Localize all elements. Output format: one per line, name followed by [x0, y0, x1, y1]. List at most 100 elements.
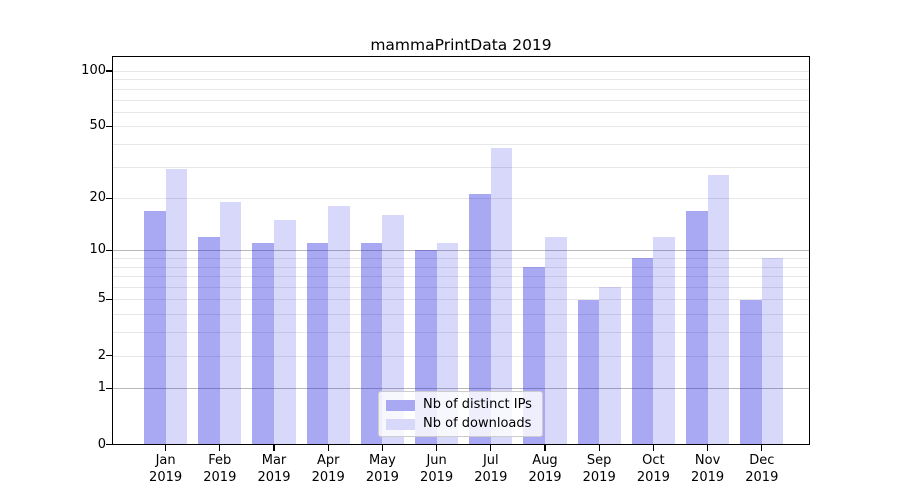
y-tick-mark-10	[106, 249, 113, 252]
x-tick-mark-jul	[490, 445, 492, 451]
x-tick-year: 2019	[149, 469, 183, 485]
legend-swatch-distinct-ips	[386, 399, 415, 411]
bar-downloads-jul-2019	[490, 148, 513, 444]
bar-distinct-ips-feb-2019	[198, 236, 220, 444]
bar-distinct-ips-dec-2019	[740, 299, 762, 444]
x-tick-month: Jan	[155, 453, 176, 468]
y-tick-mark-50	[106, 125, 113, 127]
x-tick-year: 2019	[636, 469, 670, 485]
x-tick-mark-aug	[544, 445, 546, 451]
gridline-90	[113, 79, 809, 81]
x-tick-year: 2019	[365, 469, 399, 485]
x-tick-year: 2019	[257, 469, 291, 485]
x-tick-month: Jul	[482, 453, 499, 468]
gridline-major-1	[113, 388, 809, 390]
x-tick-mark-jun	[436, 445, 438, 451]
gridline-2	[113, 355, 809, 357]
y-tick-label-0: 0	[97, 436, 106, 452]
gridline-60	[113, 111, 809, 113]
x-tick-year: 2019	[311, 469, 345, 485]
bar-downloads-nov-2019	[707, 174, 730, 444]
legend: Nb of distinct IPs Nb of downloads	[378, 391, 543, 437]
bar-distinct-ips-sep-2019	[577, 299, 600, 444]
x-tick-label-dec: Dec 2019	[735, 453, 789, 486]
x-tick-label-aug: Aug 2019	[518, 453, 572, 486]
x-tick-mark-apr	[327, 445, 329, 451]
x-tick-year: 2019	[691, 469, 725, 485]
x-tick-year: 2019	[420, 469, 454, 485]
gridline-7	[113, 276, 809, 278]
x-tick-month: Dec	[749, 453, 775, 468]
y-tick-mark-20	[106, 197, 113, 199]
y-tick-label-2: 2	[97, 347, 106, 363]
x-tick-mark-dec	[761, 445, 763, 451]
gridline-5	[113, 299, 809, 301]
x-tick-label-jun: Jun 2019	[410, 453, 464, 486]
bar-downloads-sep-2019	[599, 287, 621, 444]
legend-label-distinct-ips: Nb of distinct IPs	[423, 397, 532, 412]
gridline-70	[113, 99, 809, 101]
gridline-4	[113, 314, 809, 316]
bar-distinct-ips-jan-2019	[144, 210, 166, 444]
x-tick-label-jan: Jan 2019	[139, 453, 193, 486]
bar-distinct-ips-apr-2019	[306, 243, 329, 444]
chart-title: mammaPrintData 2019	[370, 36, 552, 54]
x-tick-month: Jun	[426, 453, 447, 468]
bar-downloads-feb-2019	[219, 202, 242, 444]
x-tick-year: 2019	[203, 469, 237, 485]
x-tick-label-mar: Mar 2019	[247, 453, 301, 486]
x-tick-mark-oct	[652, 445, 654, 451]
bar-downloads-apr-2019	[328, 206, 350, 444]
x-tick-month: May	[368, 453, 396, 468]
gridline-50	[113, 126, 809, 128]
x-tick-mark-mar	[273, 445, 275, 451]
x-tick-label-apr: Apr 2019	[301, 453, 355, 486]
x-tick-mark-nov	[707, 445, 709, 451]
gridline-40	[113, 143, 809, 145]
x-tick-month: Oct	[642, 453, 665, 468]
y-tick-mark-1	[106, 387, 113, 389]
gridline-6	[113, 287, 809, 289]
bar-downloads-jan-2019	[165, 169, 188, 444]
y-tick-label-1: 1	[97, 380, 106, 396]
x-tick-month: Sep	[586, 453, 612, 468]
y-tick-label-100: 100	[81, 63, 106, 78]
x-tick-month: Mar	[261, 453, 287, 468]
x-tick-month: Apr	[316, 453, 340, 468]
gridline-30	[113, 166, 809, 168]
bar-distinct-ips-jul-2019	[469, 194, 491, 444]
legend-item-downloads: Nb of downloads	[379, 415, 542, 433]
bar-distinct-ips-may-2019	[360, 243, 383, 444]
x-tick-month: Aug	[532, 453, 558, 468]
gridline-20	[113, 198, 809, 200]
x-tick-year: 2019	[528, 469, 562, 485]
y-tick-label-5: 5	[97, 291, 106, 307]
x-tick-year: 2019	[582, 469, 616, 485]
legend-label-downloads: Nb of downloads	[423, 416, 532, 431]
bar-distinct-ips-nov-2019	[686, 210, 708, 444]
gridline-major-10	[113, 250, 809, 252]
bar-distinct-ips-oct-2019	[631, 258, 654, 444]
x-tick-month: Nov	[694, 453, 721, 468]
plot-area	[112, 56, 810, 445]
x-tick-label-oct: Oct 2019	[626, 453, 680, 486]
x-tick-mark-jan	[165, 445, 167, 451]
bar-downloads-oct-2019	[653, 236, 675, 444]
gridline-3	[113, 332, 809, 334]
bar-downloads-may-2019	[382, 215, 404, 444]
y-tick-label-20: 20	[89, 190, 106, 206]
gridline-9	[113, 258, 809, 260]
x-tick-label-may: May 2019	[355, 453, 409, 486]
y-tick-label-50: 50	[89, 118, 106, 134]
gridline-80	[113, 88, 809, 90]
y-tick-mark-5	[106, 298, 113, 301]
x-tick-label-nov: Nov 2019	[681, 453, 735, 486]
x-tick-label-sep: Sep 2019	[572, 453, 626, 486]
x-tick-mark-sep	[598, 445, 600, 451]
x-tick-year: 2019	[474, 469, 508, 485]
gridline-100	[113, 71, 809, 72]
bar-downloads-aug-2019	[545, 236, 567, 444]
bar-downloads-mar-2019	[274, 220, 296, 444]
bar-distinct-ips-mar-2019	[252, 243, 274, 444]
